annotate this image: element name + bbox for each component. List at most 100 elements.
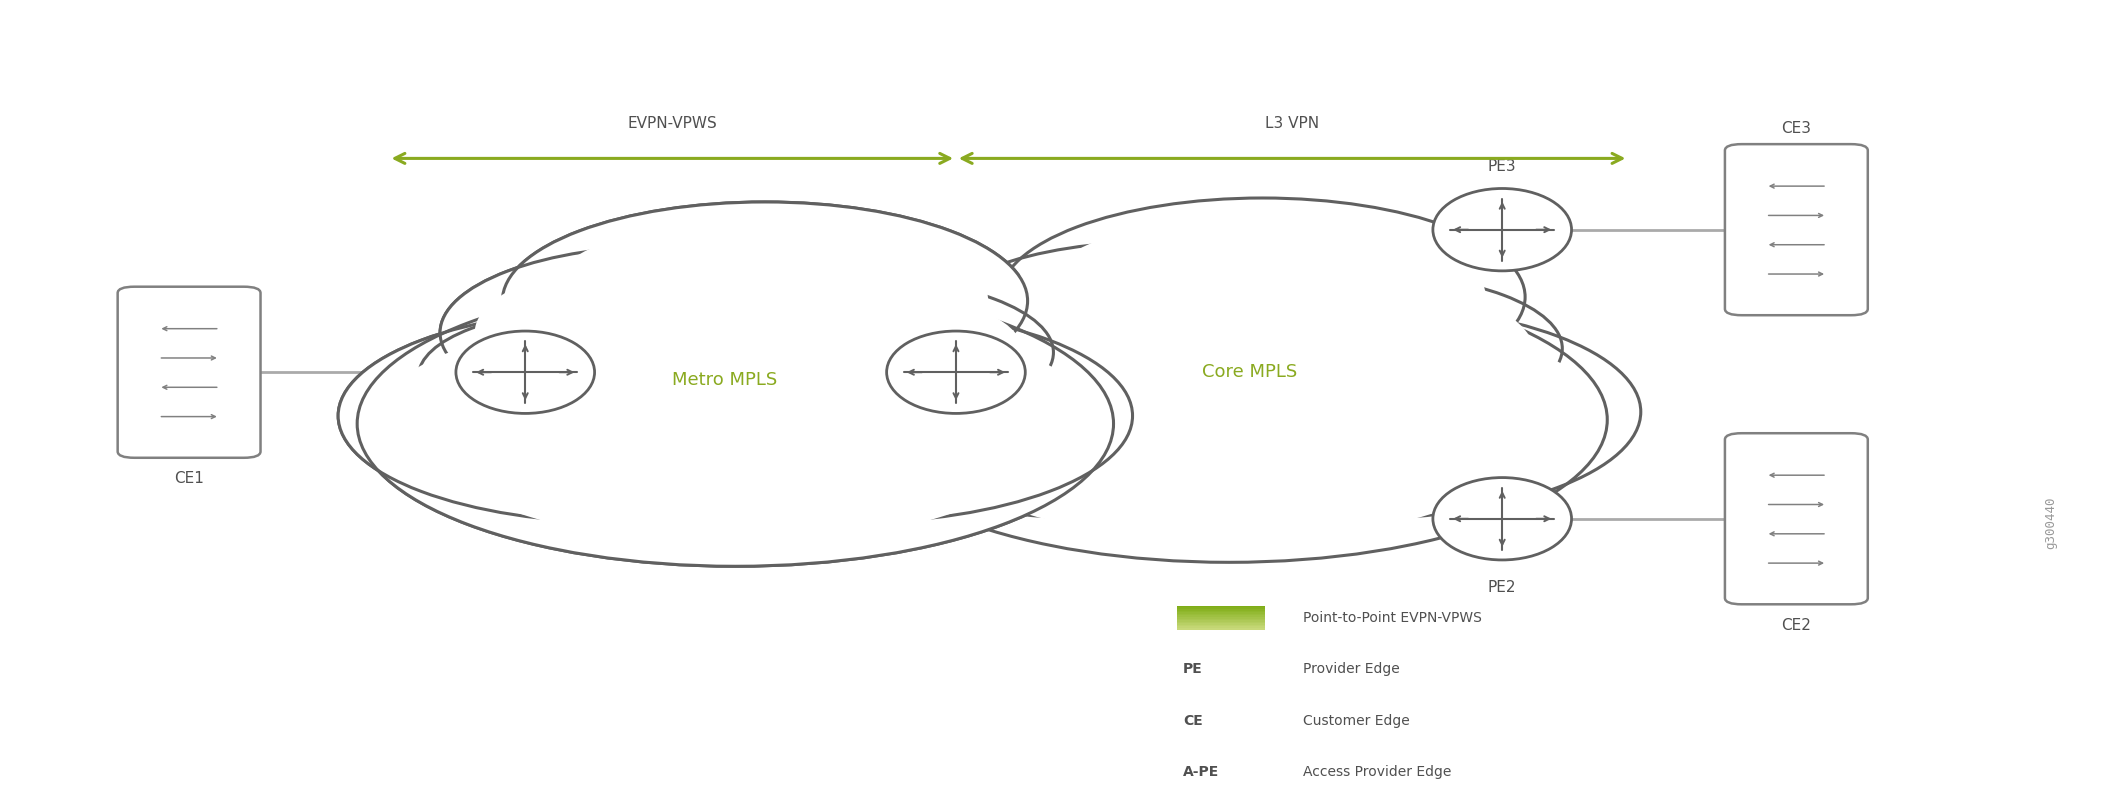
Bar xyxy=(1177,623,1265,625)
Circle shape xyxy=(1000,198,1525,396)
Bar xyxy=(515,359,966,360)
Text: A-PE: A-PE xyxy=(508,302,542,317)
Bar xyxy=(1177,615,1265,617)
Bar xyxy=(515,355,966,356)
Bar xyxy=(515,365,966,366)
Bar xyxy=(515,366,966,367)
Circle shape xyxy=(653,277,1053,428)
Circle shape xyxy=(357,281,1114,566)
Circle shape xyxy=(542,217,987,385)
Circle shape xyxy=(960,255,1353,403)
Circle shape xyxy=(380,325,864,507)
Bar xyxy=(515,357,966,358)
Circle shape xyxy=(895,305,1252,440)
Ellipse shape xyxy=(887,331,1025,413)
Bar xyxy=(1177,619,1265,620)
Text: L3 VPN: L3 VPN xyxy=(1265,116,1319,131)
Bar xyxy=(515,361,966,362)
Bar xyxy=(1177,607,1265,609)
Bar xyxy=(1177,606,1265,607)
Bar xyxy=(515,380,966,382)
Circle shape xyxy=(927,242,1389,416)
Text: PE3: PE3 xyxy=(1488,159,1517,174)
Bar xyxy=(515,361,966,362)
Bar xyxy=(515,362,966,363)
Circle shape xyxy=(565,309,1132,523)
Circle shape xyxy=(607,325,1090,507)
Circle shape xyxy=(357,281,1114,566)
Bar xyxy=(515,358,966,359)
Text: CE3: CE3 xyxy=(1782,121,1811,136)
Bar xyxy=(515,362,966,363)
Bar xyxy=(515,372,966,373)
Bar xyxy=(515,385,966,386)
Bar xyxy=(515,352,966,354)
Bar xyxy=(515,365,966,366)
Circle shape xyxy=(685,288,1023,417)
Text: EVPN-VPWS: EVPN-VPWS xyxy=(628,116,716,131)
Bar xyxy=(515,390,966,392)
Circle shape xyxy=(380,325,864,507)
Circle shape xyxy=(1164,273,1563,424)
Circle shape xyxy=(859,321,1343,503)
Bar xyxy=(515,371,966,372)
Bar xyxy=(515,367,966,368)
Text: Point-to-Point EVPN-VPWS: Point-to-Point EVPN-VPWS xyxy=(1303,611,1481,625)
Circle shape xyxy=(653,277,1053,428)
Bar xyxy=(515,359,966,360)
Bar xyxy=(515,363,966,364)
Circle shape xyxy=(1040,213,1485,381)
Circle shape xyxy=(607,325,1090,507)
Circle shape xyxy=(817,305,1385,519)
Circle shape xyxy=(338,309,906,523)
FancyBboxPatch shape xyxy=(1725,433,1868,604)
Bar xyxy=(515,360,966,361)
Text: PE: PE xyxy=(1183,662,1202,676)
Text: CE2: CE2 xyxy=(1782,618,1811,633)
Bar xyxy=(515,373,966,375)
Text: Provider Edge: Provider Edge xyxy=(1303,662,1399,676)
Ellipse shape xyxy=(1433,188,1572,271)
Bar xyxy=(1177,622,1265,623)
Text: Metro MPLS: Metro MPLS xyxy=(672,371,777,389)
Bar xyxy=(515,364,966,365)
Bar xyxy=(515,386,966,388)
Bar xyxy=(515,379,966,380)
Circle shape xyxy=(445,319,748,433)
Circle shape xyxy=(908,299,1551,541)
Circle shape xyxy=(1116,321,1599,503)
Bar xyxy=(515,386,966,388)
Bar xyxy=(515,379,966,380)
Bar xyxy=(1177,612,1265,614)
Bar xyxy=(1177,611,1265,612)
Bar xyxy=(515,369,966,370)
Bar xyxy=(1177,609,1265,611)
Circle shape xyxy=(502,202,1027,400)
Bar xyxy=(515,370,966,371)
Bar xyxy=(515,354,966,355)
Bar xyxy=(1177,614,1265,615)
Bar xyxy=(1177,626,1265,628)
Bar xyxy=(515,389,966,390)
Text: Core MPLS: Core MPLS xyxy=(1202,364,1298,381)
Bar xyxy=(515,383,966,385)
Bar xyxy=(515,360,966,361)
Bar xyxy=(515,382,966,383)
Bar xyxy=(1177,628,1265,630)
Bar xyxy=(515,388,966,389)
Circle shape xyxy=(922,315,1225,429)
Bar xyxy=(1177,617,1265,619)
Circle shape xyxy=(445,319,748,433)
Bar xyxy=(515,378,966,379)
Circle shape xyxy=(439,246,901,420)
Text: PE2: PE2 xyxy=(1488,580,1517,595)
Bar xyxy=(1177,625,1265,626)
Text: Access Provider Edge: Access Provider Edge xyxy=(1303,765,1452,779)
Bar xyxy=(515,389,966,390)
Bar xyxy=(515,370,966,371)
Circle shape xyxy=(414,303,1057,545)
Bar xyxy=(515,364,966,365)
Bar xyxy=(515,366,966,367)
Bar xyxy=(515,358,966,359)
Bar xyxy=(515,368,966,369)
